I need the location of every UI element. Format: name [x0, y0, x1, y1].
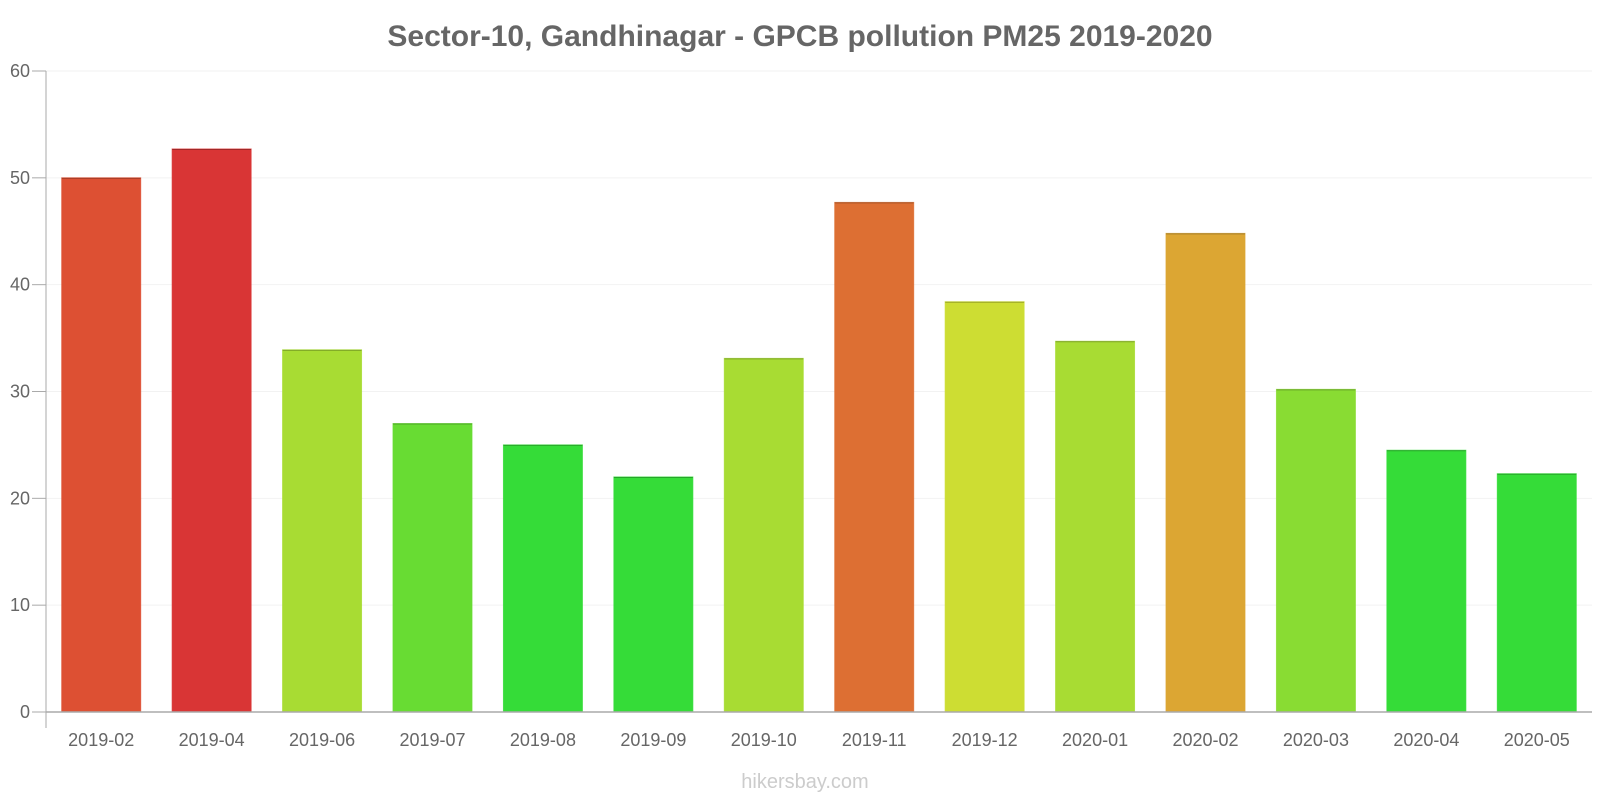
x-tick-label: 2020-04	[1393, 730, 1459, 750]
x-tick-label: 2019-02	[68, 730, 134, 750]
bar-2019-10[interactable]	[723, 357, 804, 713]
y-tick-label: 10	[10, 595, 30, 615]
bar-2020-01[interactable]	[1055, 340, 1136, 713]
x-tick-label: 2019-08	[510, 730, 576, 750]
bar-2019-04[interactable]	[171, 148, 252, 713]
x-tick-label: 2019-07	[399, 730, 465, 750]
x-tick-label: 2020-01	[1062, 730, 1128, 750]
y-tick-label: 40	[10, 275, 30, 295]
x-tick-label: 2019-12	[952, 730, 1018, 750]
bar-2019-02[interactable]	[61, 177, 142, 713]
x-tick-label: 2019-09	[620, 730, 686, 750]
bars	[61, 148, 1577, 713]
y-axis-ticks: 0 10 20 30 40 50 60	[10, 61, 46, 722]
y-tick-label: 0	[20, 702, 30, 722]
x-tick-label: 2019-04	[179, 730, 245, 750]
bar-2019-11[interactable]	[834, 201, 915, 713]
bar-2019-07[interactable]	[392, 423, 473, 713]
bar-2019-06[interactable]	[282, 349, 363, 713]
x-tick-label: 2019-06	[289, 730, 355, 750]
x-tick-label: 2019-11	[842, 730, 907, 750]
axes	[45, 71, 1592, 728]
bar-2020-03[interactable]	[1275, 388, 1356, 713]
x-tick-label: 2020-02	[1172, 730, 1238, 750]
x-tick-label: 2019-10	[731, 730, 797, 750]
y-tick-label: 60	[10, 61, 30, 81]
x-tick-label: 2020-03	[1283, 730, 1349, 750]
bar-2020-05[interactable]	[1496, 473, 1577, 713]
y-tick-label: 50	[10, 168, 30, 188]
x-tick-label: 2020-05	[1504, 730, 1570, 750]
bar-2020-04[interactable]	[1386, 449, 1467, 713]
bar-2020-02[interactable]	[1165, 232, 1246, 713]
grid-lines	[46, 70, 1592, 606]
watermark: hikersbay.com	[741, 771, 868, 793]
chart-title: Sector-10, Gandhinagar - GPCB pollution …	[387, 20, 1212, 53]
bar-2019-12[interactable]	[944, 301, 1025, 713]
bar-2019-09[interactable]	[613, 476, 694, 713]
x-axis-ticks: 2019-02 2019-04 2019-06 2019-07 2019-08 2019-…	[68, 730, 1570, 750]
y-tick-label: 20	[10, 488, 30, 508]
y-tick-label: 30	[10, 382, 30, 402]
bar-2019-08[interactable]	[502, 444, 583, 713]
